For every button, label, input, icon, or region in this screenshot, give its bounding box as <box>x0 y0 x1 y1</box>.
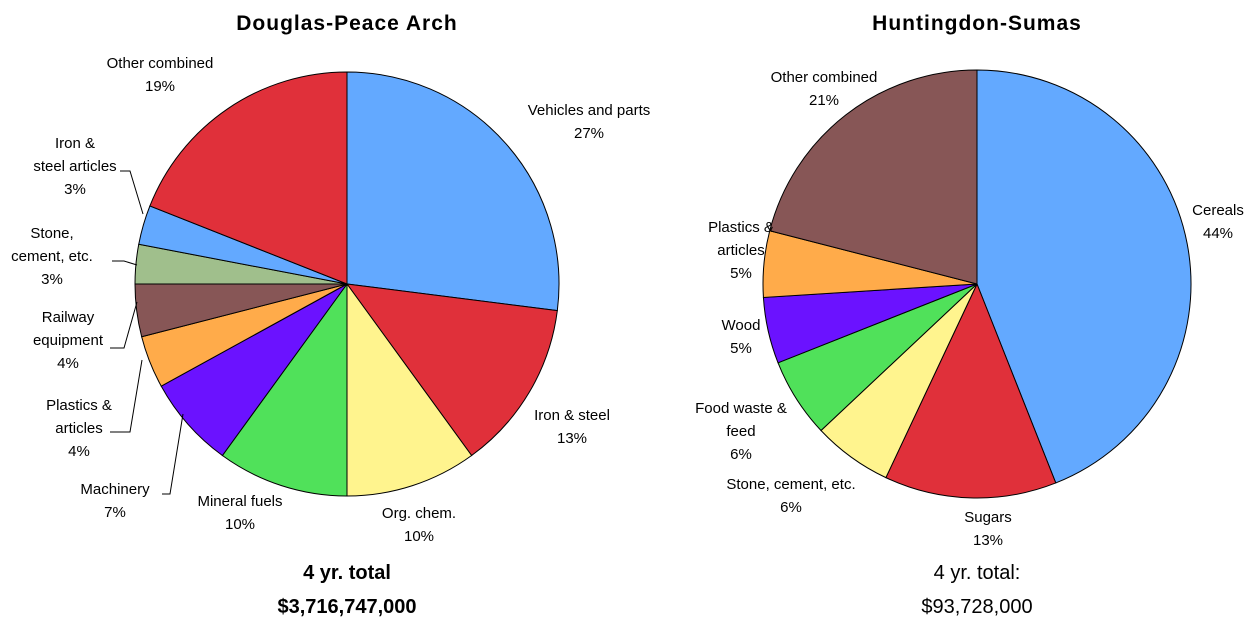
slice-label: Railway equipment 4% <box>33 301 138 372</box>
category-label: Wood <box>722 317 761 334</box>
value-label: 21% <box>809 92 839 109</box>
slice-label: Mineral fuels 10% <box>197 493 282 533</box>
slice-label: Wood 5% <box>722 317 761 357</box>
slice-label: Stone, cement, etc. 3% <box>11 225 138 288</box>
slice-label: Vehicles and parts 27% <box>528 102 651 142</box>
value-label: 5% <box>730 265 752 282</box>
slice-label: Stone, cement, etc. 6% <box>726 476 855 516</box>
value-label: 4% <box>68 443 90 460</box>
pie-slice <box>149 71 348 285</box>
category-label: Org. chem. <box>382 505 456 522</box>
value-label: 5% <box>730 340 752 357</box>
pie-slice <box>885 282 1057 499</box>
value-label: 13% <box>557 430 587 447</box>
category-label: Food waste & feed <box>695 400 787 440</box>
chart-title: Douglas-Peace Arch <box>236 12 457 35</box>
leader-line <box>162 413 184 495</box>
slice-label: Machinery 7% <box>80 413 184 521</box>
category-label: Stone, cement, etc. <box>11 225 93 265</box>
value-label: 4% <box>57 355 79 372</box>
slice-label: Other combined 21% <box>771 69 878 109</box>
leader-line <box>110 301 138 349</box>
category-label: Iron & steel articles <box>33 135 116 175</box>
category-label: Cereals <box>1192 202 1244 219</box>
leader-line <box>120 170 144 215</box>
total-label: 4 yr. total: <box>934 562 1021 584</box>
category-label: Sugars <box>964 509 1012 526</box>
category-label: Stone, cement, etc. <box>726 476 855 493</box>
slice-label: Plastics & articles 4% <box>46 359 143 460</box>
pie-slice <box>345 283 558 457</box>
pie-slice <box>769 69 978 285</box>
category-label: Machinery <box>80 481 150 498</box>
slice-label: Iron & steel articles 3% <box>33 135 144 215</box>
category-label: Vehicles and parts <box>528 102 651 119</box>
pie-slice <box>346 71 560 312</box>
category-label: Other combined <box>771 69 878 86</box>
category-label: Mineral fuels <box>197 493 282 510</box>
total-label: $93,728,000 <box>921 596 1032 618</box>
category-label: Iron & steel <box>534 407 610 424</box>
value-label: 10% <box>404 528 434 545</box>
slice-label: Plastics & articles 5% <box>708 219 774 282</box>
category-label: Plastics & articles <box>708 219 774 259</box>
slice-label: Org. chem. 10% <box>382 505 456 545</box>
leader-line <box>110 359 143 433</box>
slice-label: Sugars 13% <box>964 509 1012 549</box>
pie-slice <box>221 282 348 497</box>
leader-line <box>112 260 138 266</box>
category-label: Railway equipment <box>33 309 104 349</box>
value-label: 3% <box>64 181 86 198</box>
value-label: 10% <box>225 516 255 533</box>
category-label: Plastics & articles <box>46 397 112 437</box>
chart-title: Huntingdon-Sumas <box>872 12 1082 35</box>
pie-slice <box>346 282 473 497</box>
value-label: 13% <box>973 532 1003 549</box>
slice-label: Cereals 44% <box>1192 202 1244 242</box>
value-label: 19% <box>145 78 175 95</box>
total-label: $3,716,747,000 <box>277 596 416 618</box>
value-label: 6% <box>730 446 752 463</box>
value-label: 44% <box>1203 225 1233 242</box>
value-label: 7% <box>104 504 126 521</box>
slice-label: Iron & steel 13% <box>534 407 610 447</box>
slice-label: Other combined 19% <box>107 55 214 95</box>
value-label: 6% <box>780 499 802 516</box>
value-label: 3% <box>41 271 63 288</box>
category-label: Other combined <box>107 55 214 72</box>
value-label: 27% <box>574 125 604 142</box>
pie-slice <box>976 69 1192 484</box>
total-label: 4 yr. total <box>303 562 391 584</box>
slice-label: Food waste & feed 6% <box>695 400 787 463</box>
